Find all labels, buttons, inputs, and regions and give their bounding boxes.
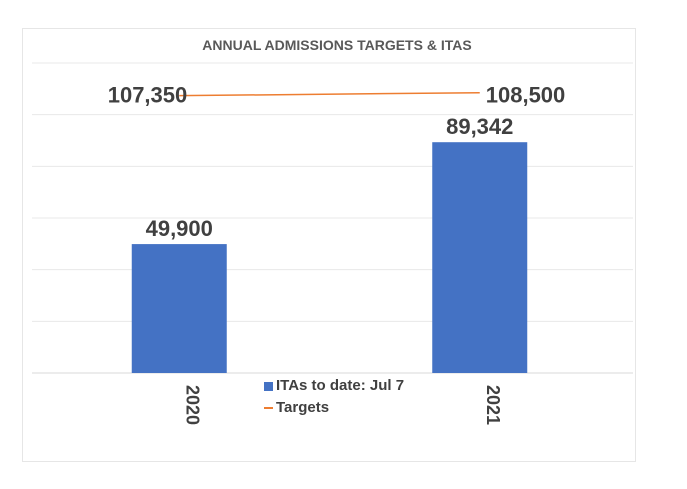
legend: ITAs to date: Jul 7 Targets: [264, 375, 404, 419]
bar-2021: [432, 142, 528, 373]
legend-item-targets: Targets: [264, 397, 404, 419]
target-line: [179, 91, 480, 97]
bar-label-2021: 89,342: [446, 114, 513, 139]
legend-swatch-line: [264, 407, 273, 409]
x-axis-tick-labels: 2020 2021: [182, 385, 503, 425]
chart-title: ANNUAL ADMISSIONS TARGETS & ITAS: [202, 37, 471, 53]
target-line-series: [179, 91, 480, 97]
chart-frame: [22, 28, 636, 462]
bar-label-2020: 49,900: [146, 216, 213, 241]
data-labels: 49,900 89,342 107,350 108,500: [108, 83, 566, 241]
legend-label-targets: Targets: [276, 399, 330, 416]
legend-item-itas: ITAs to date: Jul 7: [264, 375, 404, 397]
target-label-2021: 108,500: [486, 83, 566, 108]
gridlines: [32, 62, 633, 374]
tick-label-2021: 2021: [483, 385, 503, 425]
target-label-2020: 107,350: [108, 83, 188, 108]
legend-swatch-bar: [264, 381, 273, 391]
bar-2020: [131, 244, 227, 373]
legend-label-itas: ITAs to date: Jul 7: [276, 377, 405, 394]
tick-label-2020: 2020: [182, 385, 202, 425]
bar-series: [131, 142, 528, 373]
